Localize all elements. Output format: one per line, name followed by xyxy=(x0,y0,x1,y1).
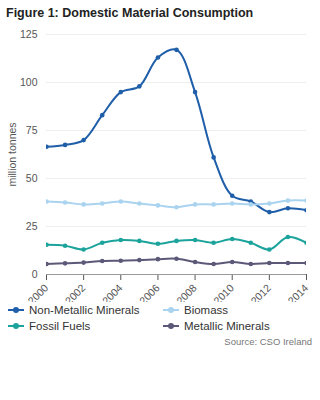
svg-text:million tonnes: million tonnes xyxy=(6,122,18,186)
svg-text:100: 100 xyxy=(20,76,38,88)
svg-text:2006: 2006 xyxy=(137,282,162,302)
svg-text:75: 75 xyxy=(26,124,38,136)
html-text:Metallic Minerals: Metallic Minerals xyxy=(184,320,270,332)
svg-text:25: 25 xyxy=(26,220,38,232)
svg-text:2014: 2014 xyxy=(285,282,310,302)
html-text:Fossil Fuels: Fossil Fuels xyxy=(29,320,91,332)
svg-text:2012: 2012 xyxy=(248,282,273,302)
svg-text:2008: 2008 xyxy=(174,282,199,302)
svg-text:2004: 2004 xyxy=(100,282,125,302)
svg-text:50: 50 xyxy=(26,172,38,184)
html-text:Source: CSO Ireland: Source: CSO Ireland xyxy=(224,336,312,347)
svg-text:0: 0 xyxy=(32,268,38,280)
svg-text:125: 125 xyxy=(20,28,38,40)
html-text:Non-Metallic Minerals: Non-Metallic Minerals xyxy=(29,304,140,316)
html-text:Biomass: Biomass xyxy=(184,304,229,316)
html-text:Figure 1: Domestic Material Co: Figure 1: Domestic Material Consumption xyxy=(6,6,254,20)
svg-text:2002: 2002 xyxy=(62,282,87,302)
svg-text:2000: 2000 xyxy=(25,282,50,302)
svg-text:2010: 2010 xyxy=(211,282,236,302)
